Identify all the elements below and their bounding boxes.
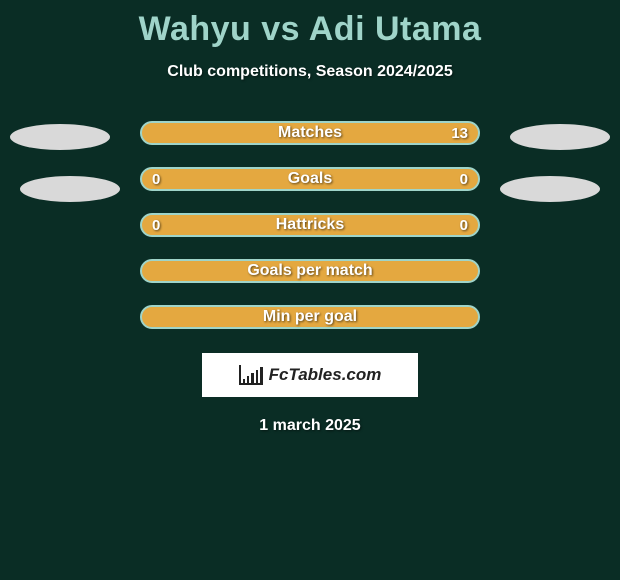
right-player-badge-1	[510, 124, 610, 150]
subtitle: Club competitions, Season 2024/2025	[0, 63, 620, 81]
right-player-badge-2	[500, 176, 600, 202]
left-player-badge-1	[10, 124, 110, 150]
logo-text: FcTables.com	[269, 365, 382, 385]
stat-left-value: 0	[152, 171, 160, 188]
stat-right-value: 13	[451, 125, 468, 142]
stat-right-value: 0	[460, 217, 468, 234]
stat-label: Hattricks	[276, 216, 344, 234]
logo-box: FcTables.com	[202, 353, 418, 397]
left-player-badge-2	[20, 176, 120, 202]
stat-label: Goals per match	[247, 262, 372, 280]
stat-row-goals: 0 Goals 0	[140, 167, 480, 191]
stat-label: Goals	[288, 170, 332, 188]
stat-label: Min per goal	[263, 308, 357, 326]
page-title: Wahyu vs Adi Utama	[0, 0, 620, 49]
stat-right-value: 0	[460, 171, 468, 188]
stat-left-value: 0	[152, 217, 160, 234]
stat-label: Matches	[278, 124, 342, 142]
stat-row-min-per-goal: Min per goal	[140, 305, 480, 329]
stats-container: Matches 13 0 Goals 0 0 Hattricks 0 Goals…	[0, 121, 620, 329]
stat-row-goals-per-match: Goals per match	[140, 259, 480, 283]
stat-row-hattricks: 0 Hattricks 0	[140, 213, 480, 237]
bar-chart-icon	[239, 365, 263, 385]
stat-row-matches: Matches 13	[140, 121, 480, 145]
date-text: 1 march 2025	[0, 417, 620, 435]
